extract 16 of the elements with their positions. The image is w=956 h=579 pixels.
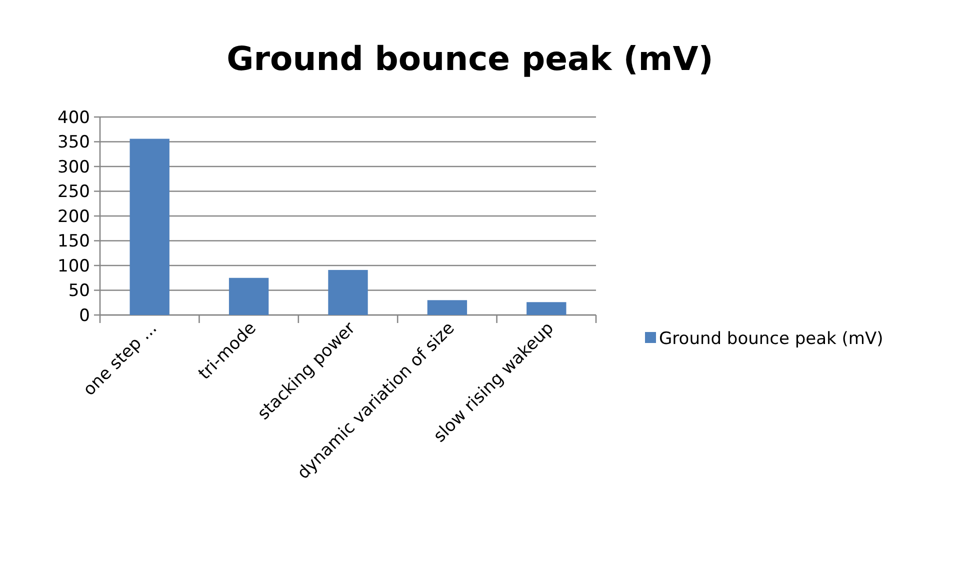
y-tick-label: 0 <box>79 306 90 326</box>
y-tick-label: 300 <box>58 157 90 178</box>
y-tick-label: 200 <box>58 206 90 227</box>
y-tick-label: 350 <box>58 132 90 153</box>
bar <box>526 302 566 315</box>
bar <box>328 270 368 315</box>
chart-title: Ground bounce peak (mV) <box>226 39 714 78</box>
bar <box>427 300 468 315</box>
y-tick-label: 150 <box>58 232 90 252</box>
y-tick-label: 400 <box>58 108 90 128</box>
y-tick-label: 250 <box>58 182 90 202</box>
y-tick-label: 100 <box>58 256 90 276</box>
bar <box>130 138 170 315</box>
bar <box>228 278 269 315</box>
y-tick-label: 50 <box>68 281 90 302</box>
legend-label: Ground bounce peak (mV) <box>659 328 884 349</box>
